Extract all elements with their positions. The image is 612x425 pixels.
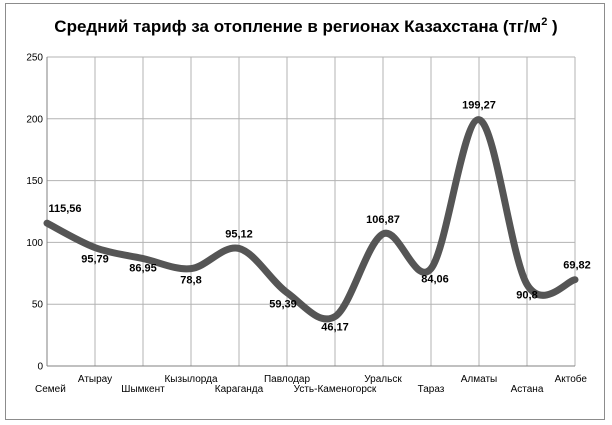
x-category-label: Атырау	[78, 374, 112, 385]
chart-title: Средний тариф за отопление в регионах Ка…	[54, 16, 557, 36]
chart-title-main: Средний тариф за отопление в регионах Ка…	[54, 17, 541, 36]
grid	[46, 56, 576, 367]
x-category-label: Павлодар	[264, 374, 311, 385]
x-category-label: Тараз	[418, 384, 445, 395]
data-label: 95,12	[225, 228, 253, 240]
x-category-label: Семей	[35, 384, 66, 395]
chart-title-end: )	[547, 17, 557, 36]
x-category-label: Караганда	[215, 384, 264, 395]
data-label: 95,79	[81, 254, 109, 266]
data-label: 199,27	[462, 100, 496, 112]
data-label: 59,39	[269, 299, 297, 311]
x-category-label: Актобе	[555, 373, 588, 385]
y-tick-label: 200	[26, 114, 43, 125]
data-label: 115,56	[48, 203, 81, 215]
data-label: 78,8	[180, 275, 201, 287]
x-axis-ticks: Семей Атырау ШымкентКызылордаКарагандаПавл…	[35, 373, 587, 395]
data-labels: 115,56 95,79 86,95 78,8 95,12 59,39 46,17 106,8…	[48, 100, 590, 334]
chart-frame: Средний тариф за отопление в регионах Ка…	[5, 3, 605, 420]
line-chart: Средний тариф за отопление в регионах Ка…	[26, 16, 590, 395]
data-label: 69,82	[563, 260, 591, 272]
y-axis-ticks: 0 50 100 150 200 250	[26, 53, 43, 373]
y-tick-label: 250	[26, 53, 43, 64]
data-label: 84,06	[421, 274, 449, 286]
x-category-label: Уральск	[364, 374, 402, 385]
chart-title-superscript: 2	[541, 16, 547, 28]
x-category-label: Шымкент	[121, 384, 165, 395]
x-category-label: Астана	[511, 384, 544, 395]
x-category-label: Алматы	[461, 374, 498, 385]
data-label: 106,87	[366, 214, 400, 226]
x-category-label: Усть-Каменогорск	[294, 384, 377, 395]
data-label: 46,17	[321, 322, 349, 334]
y-tick-label: 150	[26, 176, 43, 187]
data-label: 90,8	[516, 289, 537, 301]
data-label: 86,95	[129, 263, 157, 275]
y-tick-label: 0	[37, 362, 43, 373]
y-tick-label: 100	[26, 238, 43, 249]
y-tick-label: 50	[32, 300, 44, 311]
series-line	[43, 116, 579, 323]
x-category-label: Кызылорда	[164, 374, 217, 385]
